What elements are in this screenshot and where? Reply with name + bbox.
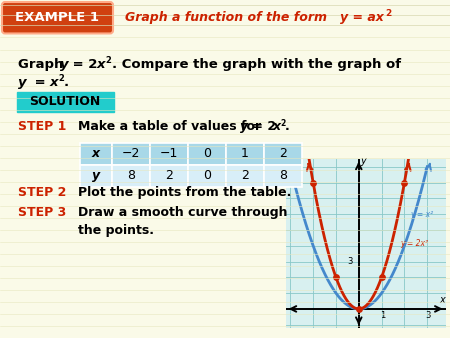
Text: STEP 2: STEP 2 bbox=[18, 186, 67, 199]
Text: 1: 1 bbox=[380, 311, 385, 320]
Point bbox=[333, 274, 340, 280]
Text: . Compare the graph with the graph of: . Compare the graph with the graph of bbox=[112, 57, 401, 71]
Bar bbox=[188, 143, 226, 165]
Text: 2: 2 bbox=[385, 9, 391, 18]
Text: 8: 8 bbox=[127, 169, 135, 182]
FancyBboxPatch shape bbox=[2, 2, 113, 33]
Bar bbox=[80, 165, 112, 187]
Text: y = ax: y = ax bbox=[340, 11, 384, 24]
Text: x: x bbox=[273, 120, 281, 132]
Text: x: x bbox=[439, 295, 445, 305]
Text: 3: 3 bbox=[426, 311, 431, 320]
Bar bbox=[150, 165, 188, 187]
Bar bbox=[150, 143, 188, 165]
Text: 2: 2 bbox=[279, 147, 287, 160]
Text: .: . bbox=[64, 76, 69, 89]
Text: Make a table of values for: Make a table of values for bbox=[78, 120, 266, 132]
Text: =: = bbox=[30, 76, 50, 89]
Bar bbox=[264, 143, 302, 165]
Text: −1: −1 bbox=[160, 147, 178, 160]
Text: y: y bbox=[240, 120, 248, 132]
Point bbox=[310, 180, 317, 185]
Text: 1: 1 bbox=[241, 147, 249, 160]
Point bbox=[401, 180, 408, 185]
Bar bbox=[188, 165, 226, 187]
Point bbox=[355, 306, 362, 312]
Text: .: . bbox=[285, 120, 290, 132]
Text: x: x bbox=[50, 76, 58, 89]
Text: 3: 3 bbox=[347, 257, 352, 266]
Text: 0: 0 bbox=[203, 147, 211, 160]
Text: y = x²: y = x² bbox=[410, 210, 433, 219]
Text: STEP 3: STEP 3 bbox=[18, 206, 66, 219]
Text: EXAMPLE 1: EXAMPLE 1 bbox=[15, 11, 99, 24]
Bar bbox=[112, 143, 150, 165]
Bar bbox=[80, 143, 112, 165]
FancyBboxPatch shape bbox=[17, 92, 114, 112]
Text: y: y bbox=[60, 57, 68, 71]
Text: Plot the points from the table.: Plot the points from the table. bbox=[78, 186, 292, 199]
Text: = 2: = 2 bbox=[248, 120, 276, 132]
Text: y: y bbox=[92, 169, 100, 182]
Text: 8: 8 bbox=[279, 169, 287, 182]
Bar bbox=[226, 165, 264, 187]
Text: y: y bbox=[360, 155, 366, 166]
Text: Draw a smooth curve through: Draw a smooth curve through bbox=[78, 206, 288, 219]
Point bbox=[378, 274, 385, 280]
Text: 2: 2 bbox=[165, 169, 173, 182]
Bar bbox=[112, 165, 150, 187]
Text: x: x bbox=[97, 57, 105, 71]
Text: −2: −2 bbox=[122, 147, 140, 160]
Text: 2: 2 bbox=[280, 119, 285, 128]
Bar bbox=[226, 143, 264, 165]
Bar bbox=[264, 165, 302, 187]
Text: 2: 2 bbox=[241, 169, 249, 182]
Text: x: x bbox=[92, 147, 100, 160]
Text: y: y bbox=[18, 76, 27, 89]
Text: = 2: = 2 bbox=[68, 57, 97, 71]
Text: y = 2x²: y = 2x² bbox=[400, 239, 428, 248]
Text: Graph: Graph bbox=[18, 57, 68, 71]
Text: 2: 2 bbox=[58, 74, 64, 82]
Text: STEP 1: STEP 1 bbox=[18, 120, 67, 132]
Text: 2: 2 bbox=[105, 55, 111, 65]
Text: Graph a function of the form: Graph a function of the form bbox=[125, 11, 331, 24]
Text: 0: 0 bbox=[203, 169, 211, 182]
Text: the points.: the points. bbox=[78, 224, 154, 237]
Text: SOLUTION: SOLUTION bbox=[29, 95, 101, 108]
